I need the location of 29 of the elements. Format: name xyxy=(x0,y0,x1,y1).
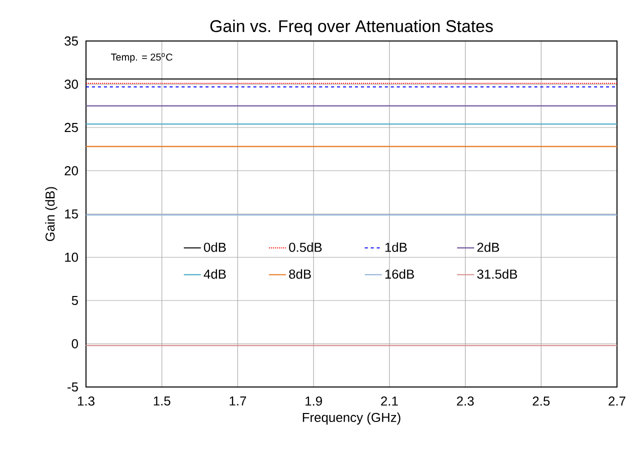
x-axis-title: Frequency (GHz) xyxy=(302,412,400,425)
x-tick-label: 1.7 xyxy=(230,396,246,406)
legend-label: 1dB xyxy=(385,242,407,252)
legend-label: 2dB xyxy=(477,242,500,252)
y-tick-label: 30 xyxy=(64,80,78,89)
x-tick-label: 1.3 xyxy=(78,396,94,406)
legend-label: 8dB xyxy=(289,269,311,279)
y-tick-label: 0 xyxy=(72,339,78,348)
chart-title: Gain vs. Freq over Attenuation States xyxy=(210,20,493,36)
legend-label: 31.5dB xyxy=(477,269,518,279)
legend-label: 0.5dB xyxy=(289,242,322,252)
legend-label: 4dB xyxy=(204,269,226,279)
x-tick-label: 2.5 xyxy=(532,396,550,406)
y-tick-label: 5 xyxy=(72,296,78,306)
legend-label: 16dB xyxy=(385,269,414,279)
y-tick-label: 10 xyxy=(65,252,78,262)
y-tick-label: -5 xyxy=(68,382,78,392)
x-tick-label: 2.3 xyxy=(456,396,474,406)
x-tick-label: 2.7 xyxy=(608,396,626,406)
x-tick-label: 2.1 xyxy=(381,396,398,406)
y-tick-label: 20 xyxy=(64,166,78,176)
y-tick-label: 25 xyxy=(64,122,78,132)
legend-label: 0dB xyxy=(204,242,226,252)
y-axis-title: Gain (dB) xyxy=(45,187,58,242)
y-tick-label: 35 xyxy=(64,36,78,46)
x-tick-label: 1.5 xyxy=(154,396,170,406)
x-tick-label: 1.9 xyxy=(306,396,322,406)
annotation: Temp. = 25$^{o}$C xyxy=(110,53,172,63)
y-tick-label: 15 xyxy=(65,209,78,219)
